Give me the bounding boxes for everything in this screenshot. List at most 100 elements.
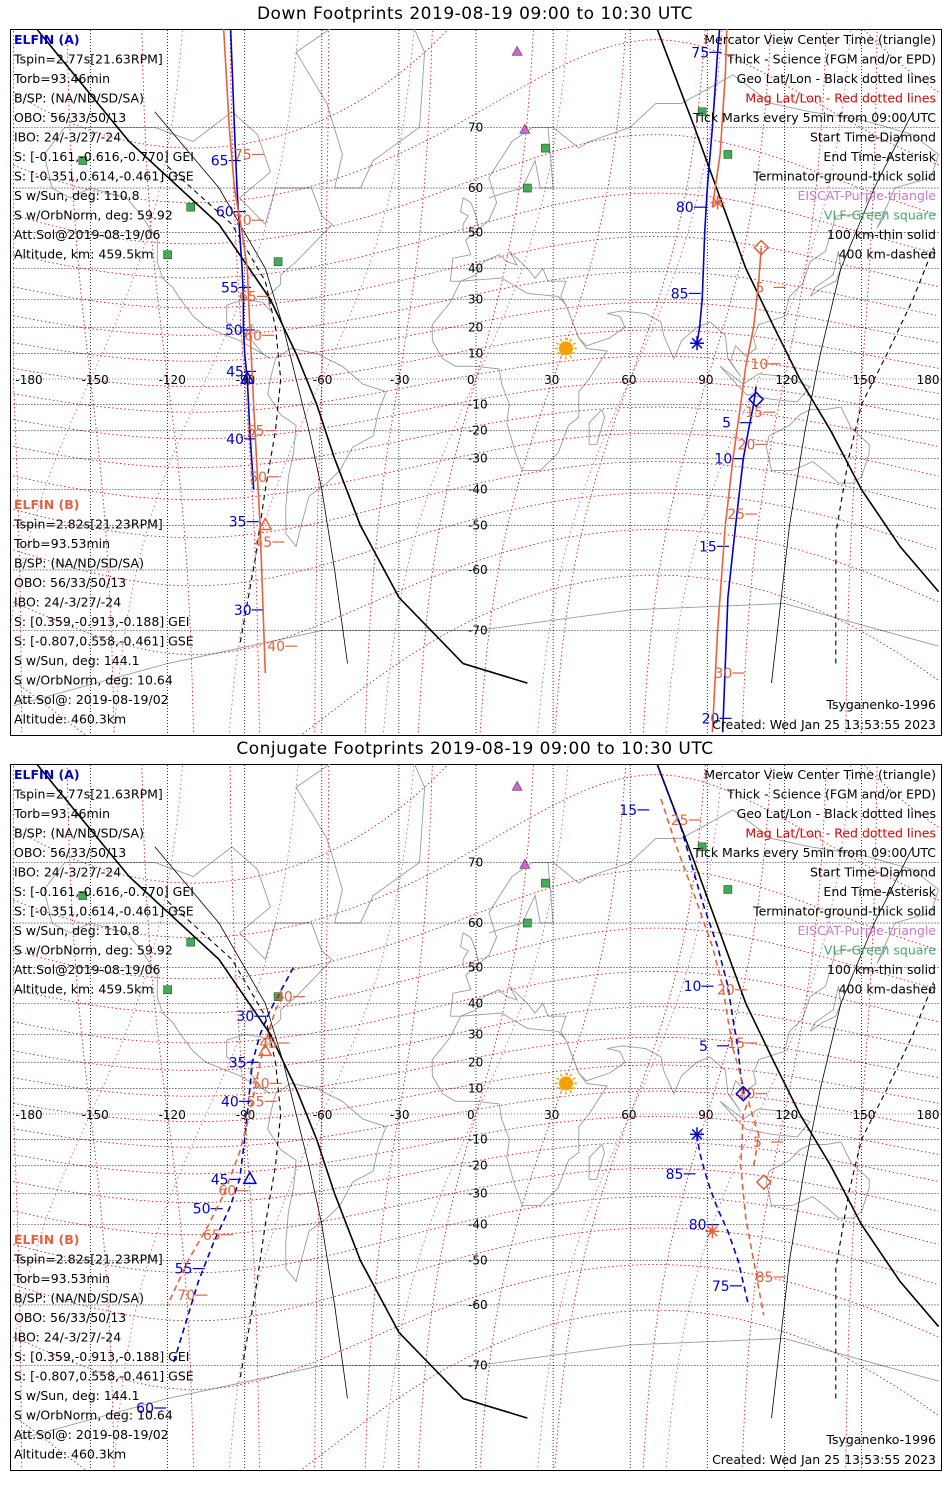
lshell-line: [10, 764, 184, 1367]
eiscat-station-icon: [519, 858, 531, 869]
end-time-asterisk-icon: [690, 336, 705, 351]
lshell-line: [665, 764, 852, 1468]
elfin-info-line: S: [-0.351,0.614,-0.461] GSE: [14, 169, 194, 184]
elfin-name-label: ELFIN (A): [14, 32, 80, 47]
start-time-diamond-icon: [735, 1085, 752, 1102]
lon-tick-label: 0: [467, 373, 475, 387]
lon-tick-label: 90: [698, 1108, 713, 1122]
sun-icon: [558, 341, 573, 356]
mag-meridian: [229, 764, 260, 1468]
mag-parallel: [13, 301, 939, 362]
model-label: Tsyganenko-1996: [825, 1432, 936, 1447]
elfin-info-line: IBO: 24/-3/27/-24: [14, 1330, 121, 1345]
sun-ray: [556, 351, 560, 355]
created-timestamp: Created: Wed Jan 25 13:53:55 2023: [712, 1452, 936, 1467]
legend-entry: Start Time-Diamond: [810, 130, 936, 145]
lat-tick-label: 30: [468, 1027, 483, 1041]
britain-coast: [460, 932, 480, 968]
mag-meridian: [479, 29, 627, 733]
elfin-info-line: B/SP: (NA/ND/SD/SA): [14, 556, 144, 571]
asterisk-stroke: [706, 1225, 718, 1237]
north-america-coast: [43, 846, 333, 1095]
elfin-info-line: Altitude: 460.3km: [14, 712, 126, 727]
elfin-info-line: OBO: 56/33/50/13: [14, 1310, 126, 1325]
legend-entry: End Time-Asterisk: [823, 884, 936, 899]
time-tick-label: 45: [226, 364, 244, 380]
time-tick-label: 20: [738, 437, 756, 453]
time-tick-label: 55: [221, 280, 239, 296]
altitude-400km-east: [835, 982, 935, 1399]
track-a-west: [171, 967, 295, 1366]
center-time-triangle-icon: [257, 1042, 273, 1057]
lat-tick-label: 50: [468, 960, 483, 974]
created-timestamp: Created: Wed Jan 25 13:53:55 2023: [712, 717, 936, 732]
mag-parallel: [13, 39, 939, 204]
altitude-400km-west: [167, 900, 282, 1382]
lon-tick-label: -180: [15, 1108, 42, 1122]
lshell-line: [113, 764, 299, 1468]
sun-ray: [572, 342, 576, 346]
time-tick-label: 5: [699, 1039, 708, 1055]
mag-meridian: [845, 29, 878, 733]
track-b-south: [739, 1098, 765, 1316]
vlf-station-icon: [697, 107, 707, 117]
elfin-info-line: Altitude, km: 459.5km: [14, 982, 154, 997]
mag-meridian: [741, 764, 827, 1468]
elfin-info-line: Att.Sol@: 2019-08-19/02: [14, 692, 169, 707]
time-tick-label: 35: [229, 515, 247, 531]
mag-meridian: [364, 29, 433, 733]
lat-tick-label: 20: [468, 320, 483, 334]
elfin-info-line: IBO: 24/-3/27/-24: [14, 595, 121, 610]
madagascar-coast: [588, 408, 605, 445]
mag-parallel: [13, 1116, 939, 1175]
time-tick-label: 65: [211, 154, 229, 170]
altitude-100km-west: [154, 846, 348, 1399]
south-america-coast: [267, 347, 387, 548]
mag-parallel: [13, 1064, 939, 1123]
elfin-info-line: Altitude, km: 459.5km: [14, 247, 154, 262]
lat-tick-label: -30: [468, 1187, 488, 1201]
mag-meridian: [314, 29, 330, 733]
asterisk-stroke: [712, 197, 724, 209]
sun-ray: [559, 354, 563, 359]
elfin-info-line: B/SP: (NA/ND/SD/SA): [14, 826, 144, 841]
lshell-line: [665, 29, 852, 733]
time-tick-label: 50: [225, 323, 243, 339]
time-tick-label: 60: [136, 1401, 154, 1417]
sun-ray: [569, 338, 573, 342]
time-tick-label: 45: [254, 535, 272, 551]
panel-title-conjugate: Conjugate Footprints 2019-08-19 09:00 to…: [236, 739, 714, 759]
mag-parallel: [13, 774, 939, 939]
vlf-station-icon: [78, 156, 88, 165]
legend-entry: 400 km-dashed: [839, 247, 936, 262]
legend-entry: Thick - Science (FGM and/or EPD): [726, 787, 936, 802]
altitude-100km-east: [771, 846, 914, 1419]
time-tick-label: 40: [275, 990, 293, 1006]
track-a-south: [696, 1134, 750, 1306]
elfin-info-line: S: [-0.161,-0.616,-0.770] GEI: [14, 149, 194, 164]
lat-tick-label: -20: [468, 1159, 488, 1173]
time-tick-label: 75: [691, 45, 709, 61]
mag-meridian: [229, 29, 260, 733]
elfin-name-label: ELFIN (B): [14, 497, 79, 512]
time-tick-label: 5: [722, 416, 731, 432]
vlf-station-icon: [163, 985, 172, 995]
mag-parallel: [13, 1309, 939, 1471]
elfin-info-line: IBO: 24/-3/27/-24: [14, 130, 121, 145]
time-tick-label: 20: [702, 711, 720, 727]
vlf-station-icon: [723, 150, 733, 159]
elfin-info-line: Tspin=2.77s[21.63RPM]: [13, 787, 163, 802]
mag-meridian: [845, 764, 878, 1468]
lon-tick-label: 150: [853, 373, 876, 387]
time-tick-label: 50: [193, 1202, 211, 1218]
lon-tick-label: 150: [853, 1108, 876, 1122]
mag-meridian: [741, 29, 827, 733]
legend-entry: End Time-Asterisk: [823, 149, 936, 164]
lon-tick-label: -30: [390, 373, 410, 387]
footprint-map-conjugate: -180 -150 -120 -90 -60 -30 0 30 60 90 120 150 180706…: [10, 764, 942, 1471]
mag-meridian: [364, 764, 433, 1468]
mag-meridian: [141, 29, 194, 733]
track-b-west: [166, 996, 284, 1306]
mag-parallel: [13, 235, 939, 309]
africa-coast: [431, 1012, 608, 1207]
